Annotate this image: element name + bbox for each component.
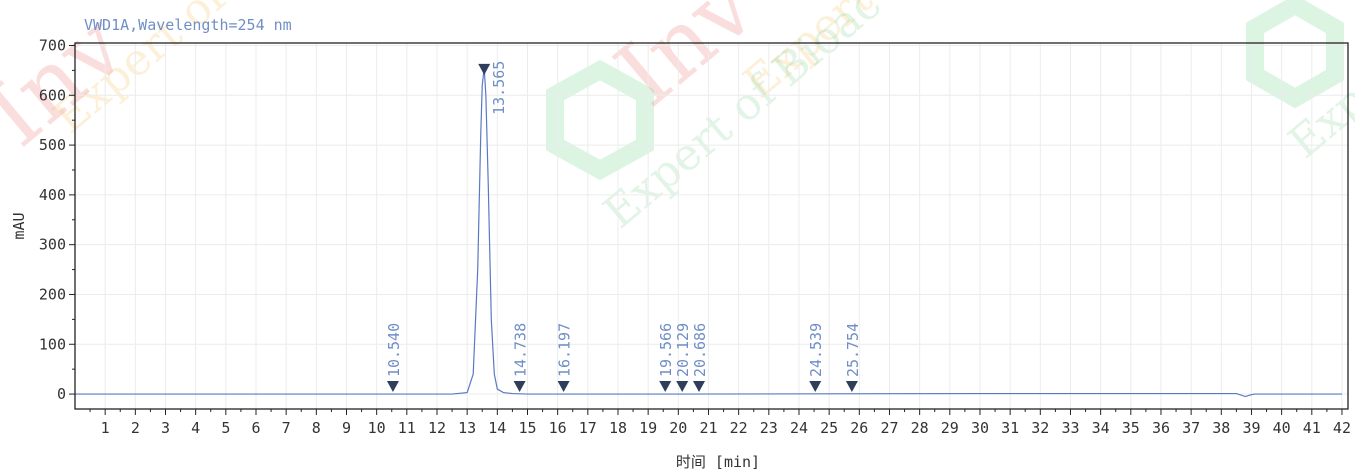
- peak-label: 10.540: [385, 323, 403, 377]
- peak-marker: [478, 63, 491, 75]
- peak-label: 16.197: [556, 323, 574, 377]
- y-tick-label: 700: [39, 36, 66, 54]
- x-tick-label: 42: [1333, 419, 1351, 437]
- peak-marker: [557, 381, 570, 393]
- peak-label: 24.539: [807, 323, 825, 377]
- x-tick-label: 25: [820, 419, 838, 437]
- peak-label: 20.129: [674, 323, 692, 377]
- peak-label: 14.738: [512, 323, 530, 377]
- x-tick-label: 41: [1303, 419, 1321, 437]
- x-tick-label: 4: [191, 419, 200, 437]
- y-axis-title: mAU: [10, 212, 28, 239]
- axis-ticks: 1 2 3 4 5 6 7 8 9 10 11 12 13 14 15 16 17 18 19 20 21 22 23 24 2…: [39, 36, 1351, 437]
- x-tick-label: 29: [941, 419, 959, 437]
- x-tick-label: 39: [1242, 419, 1260, 437]
- x-tick-label: 11: [398, 419, 416, 437]
- peak-markers: 10.540 13.565 14.738 16.197 19.56620.12920.6…: [385, 61, 862, 393]
- watermark: Inv Inv Expert of Bioac Expert of Bioac …: [0, 0, 1355, 238]
- x-tick-label: 2: [131, 419, 140, 437]
- x-tick-label: 23: [760, 419, 778, 437]
- y-tick-label: 300: [39, 236, 66, 254]
- x-tick-label: 28: [911, 419, 929, 437]
- y-tick-label: 0: [57, 385, 66, 403]
- x-tick-label: 21: [699, 419, 717, 437]
- x-tick-label: 5: [221, 419, 230, 437]
- x-tick-label: 22: [730, 419, 748, 437]
- peak-label: 19.566: [657, 323, 675, 377]
- x-tick-label: 34: [1092, 419, 1110, 437]
- x-tick-label: 3: [161, 419, 170, 437]
- x-tick-label: 7: [282, 419, 291, 437]
- x-tick-label: 18: [609, 419, 627, 437]
- x-tick-label: 8: [312, 419, 321, 437]
- x-tick-label: 26: [850, 419, 868, 437]
- peak-label: 25.754: [844, 323, 862, 377]
- x-tick-label: 31: [1001, 419, 1019, 437]
- y-tick-label: 200: [39, 285, 66, 303]
- y-tick-label: 500: [39, 136, 66, 154]
- peak-label: 20.686: [691, 323, 709, 377]
- peak-marker: [659, 381, 672, 393]
- x-tick-label: 19: [639, 419, 657, 437]
- x-tick-label: 37: [1182, 419, 1200, 437]
- x-tick-label: 20: [669, 419, 687, 437]
- x-tick-label: 9: [342, 419, 351, 437]
- grid: [75, 43, 1348, 409]
- x-axis-title: 时间 [min]: [676, 453, 760, 471]
- x-tick-label: 40: [1273, 419, 1291, 437]
- x-tick-label: 10: [368, 419, 386, 437]
- x-tick-label: 6: [251, 419, 260, 437]
- x-tick-label: 17: [579, 419, 597, 437]
- x-tick-label: 32: [1031, 419, 1049, 437]
- series-line: [75, 67, 1342, 398]
- peak-marker: [386, 381, 399, 393]
- y-tick-label: 400: [39, 186, 66, 204]
- peak-marker: [845, 381, 858, 393]
- x-tick-label: 38: [1212, 419, 1230, 437]
- watermark-logo-2: [1246, 0, 1344, 109]
- peak-marker: [676, 381, 689, 393]
- peak-marker: [809, 381, 822, 393]
- x-tick-label: 14: [488, 419, 506, 437]
- x-tick-label: 36: [1152, 419, 1170, 437]
- x-tick-label: 12: [428, 419, 446, 437]
- x-tick-label: 30: [971, 419, 989, 437]
- peak-label: 13.565: [490, 61, 508, 115]
- peak-marker: [513, 381, 526, 393]
- y-tick-label: 100: [39, 335, 66, 353]
- x-tick-label: 1: [101, 419, 110, 437]
- x-tick-label: 15: [518, 419, 536, 437]
- x-tick-label: 16: [549, 419, 567, 437]
- x-tick-label: 35: [1122, 419, 1140, 437]
- x-tick-label: 13: [458, 419, 476, 437]
- watermark-logo: [546, 59, 654, 181]
- x-tick-label: 33: [1061, 419, 1079, 437]
- x-tick-label: 24: [790, 419, 808, 437]
- signal-trace: [75, 67, 1342, 398]
- chart-title: VWD1A,Wavelength=254 nm: [84, 16, 292, 34]
- peak-marker: [693, 381, 706, 393]
- plot-frame: [74, 42, 1349, 410]
- x-tick-label: 27: [880, 419, 898, 437]
- y-tick-label: 600: [39, 86, 66, 104]
